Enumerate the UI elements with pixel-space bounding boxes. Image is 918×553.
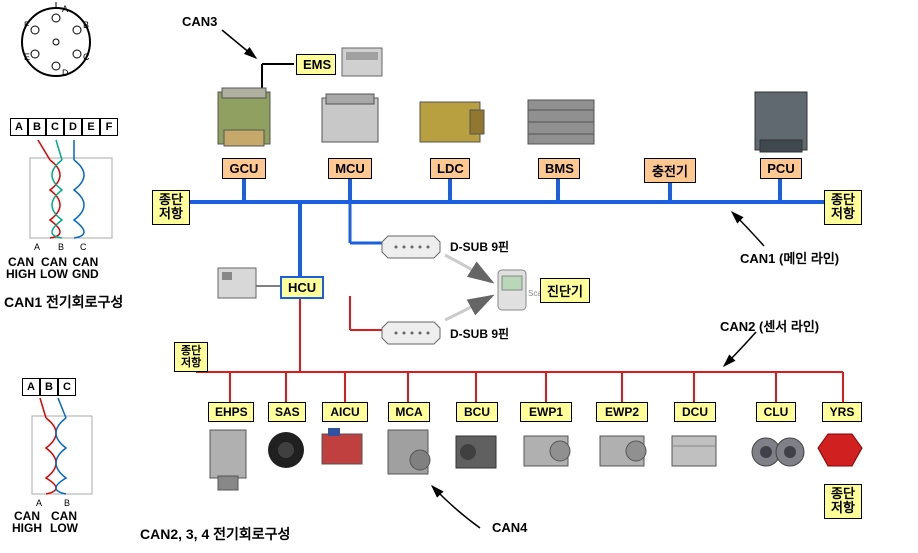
svg-text:B: B xyxy=(83,20,89,30)
node-dcu: DCU xyxy=(674,402,716,422)
ewp1-device xyxy=(524,436,570,466)
svg-text:B: B xyxy=(64,498,70,508)
svg-text:C: C xyxy=(83,52,90,62)
title-can1-circuit: CAN1 전기회로구성 xyxy=(4,292,123,312)
bms-device xyxy=(528,100,594,144)
can-low-1: CAN LOW xyxy=(40,256,68,280)
dsub-1 xyxy=(382,236,440,258)
node-ehps: EHPS xyxy=(208,402,254,422)
node-ems: EMS xyxy=(296,54,336,75)
pin-row-6: A B C D E F xyxy=(10,118,118,136)
dsub-2 xyxy=(382,322,440,344)
hcu-side-module xyxy=(218,268,256,298)
node-ewp1: EWP1 xyxy=(520,402,572,422)
svg-text:A: A xyxy=(62,4,68,14)
dcu-device xyxy=(672,436,716,466)
node-charger: 충전기 xyxy=(644,158,696,183)
dsub-label-1: D-SUB 9핀 xyxy=(450,238,509,255)
term-right-can2: 종단 저항 xyxy=(824,484,862,519)
svg-text:C: C xyxy=(80,242,87,252)
svg-text:A: A xyxy=(34,242,40,252)
can4-label: CAN4 xyxy=(492,520,527,535)
term-right-can1: 종단 저항 xyxy=(824,190,862,225)
node-aicu: AICU xyxy=(322,402,368,422)
ewp2-device xyxy=(600,436,646,466)
scanner-label: 진단기 xyxy=(540,278,590,303)
can2-sensor-label: CAN2 (센서 라인) xyxy=(720,316,819,335)
node-bms: BMS xyxy=(538,158,580,179)
pin-B: B xyxy=(28,118,46,136)
can-high-1: CAN HIGH xyxy=(6,256,36,280)
pin-E: E xyxy=(82,118,100,136)
svg-text:A: A xyxy=(36,498,42,508)
title-can234-circuit: CAN2, 3, 4 전기회로구성 xyxy=(140,524,290,544)
ehps-device xyxy=(210,430,246,490)
svg-text:B: B xyxy=(58,242,64,252)
can3-label: CAN3 xyxy=(182,14,217,29)
mcu-device xyxy=(322,94,378,142)
yrs-device xyxy=(818,434,862,466)
mca-device xyxy=(388,430,430,474)
ems-device xyxy=(342,48,382,76)
pcu-device xyxy=(755,92,807,152)
pin3-A: A xyxy=(22,378,40,396)
pin-row-3: A B C xyxy=(22,378,76,396)
pin-D: D xyxy=(64,118,82,136)
ldc-device xyxy=(420,102,484,142)
node-hcu: HCU xyxy=(280,276,324,299)
pin3-B: B xyxy=(40,378,58,396)
node-yrs: YRS xyxy=(822,402,862,422)
can-gnd-1: CAN GND xyxy=(72,256,99,280)
can1-main-label: CAN1 (메인 라인) xyxy=(740,248,839,267)
node-mca: MCA xyxy=(388,402,430,422)
can-low-2: CAN LOW xyxy=(50,510,78,534)
node-clu: CLU xyxy=(756,402,796,422)
can-high-2: CAN HIGH xyxy=(12,510,42,534)
pin-C: C xyxy=(46,118,64,136)
svg-text:E: E xyxy=(24,52,30,62)
svg-text:F: F xyxy=(24,20,30,30)
node-ewp2: EWP2 xyxy=(596,402,648,422)
sas-device xyxy=(268,432,304,468)
pin-F: F xyxy=(100,118,118,136)
node-sas: SAS xyxy=(268,402,306,422)
node-ldc: LDC xyxy=(430,158,470,179)
node-pcu: PCU xyxy=(760,158,802,179)
node-mcu: MCU xyxy=(328,158,372,179)
node-gcu: GCU xyxy=(222,158,266,179)
pin3-C: C xyxy=(58,378,76,396)
bcu-device xyxy=(456,436,496,468)
term-left-can2: 종단 저항 xyxy=(174,342,208,372)
pin-A: A xyxy=(10,118,28,136)
node-bcu: BCU xyxy=(456,402,498,422)
aicu-device xyxy=(322,428,362,464)
diagram-svg: A B C D E F A B C A B xyxy=(0,0,918,553)
svg-text:D: D xyxy=(62,68,69,78)
gcu-device xyxy=(218,88,270,146)
dsub-label-2: D-SUB 9핀 xyxy=(450,325,509,342)
clu-device xyxy=(752,438,804,466)
term-left-can1: 종단 저항 xyxy=(152,190,190,225)
